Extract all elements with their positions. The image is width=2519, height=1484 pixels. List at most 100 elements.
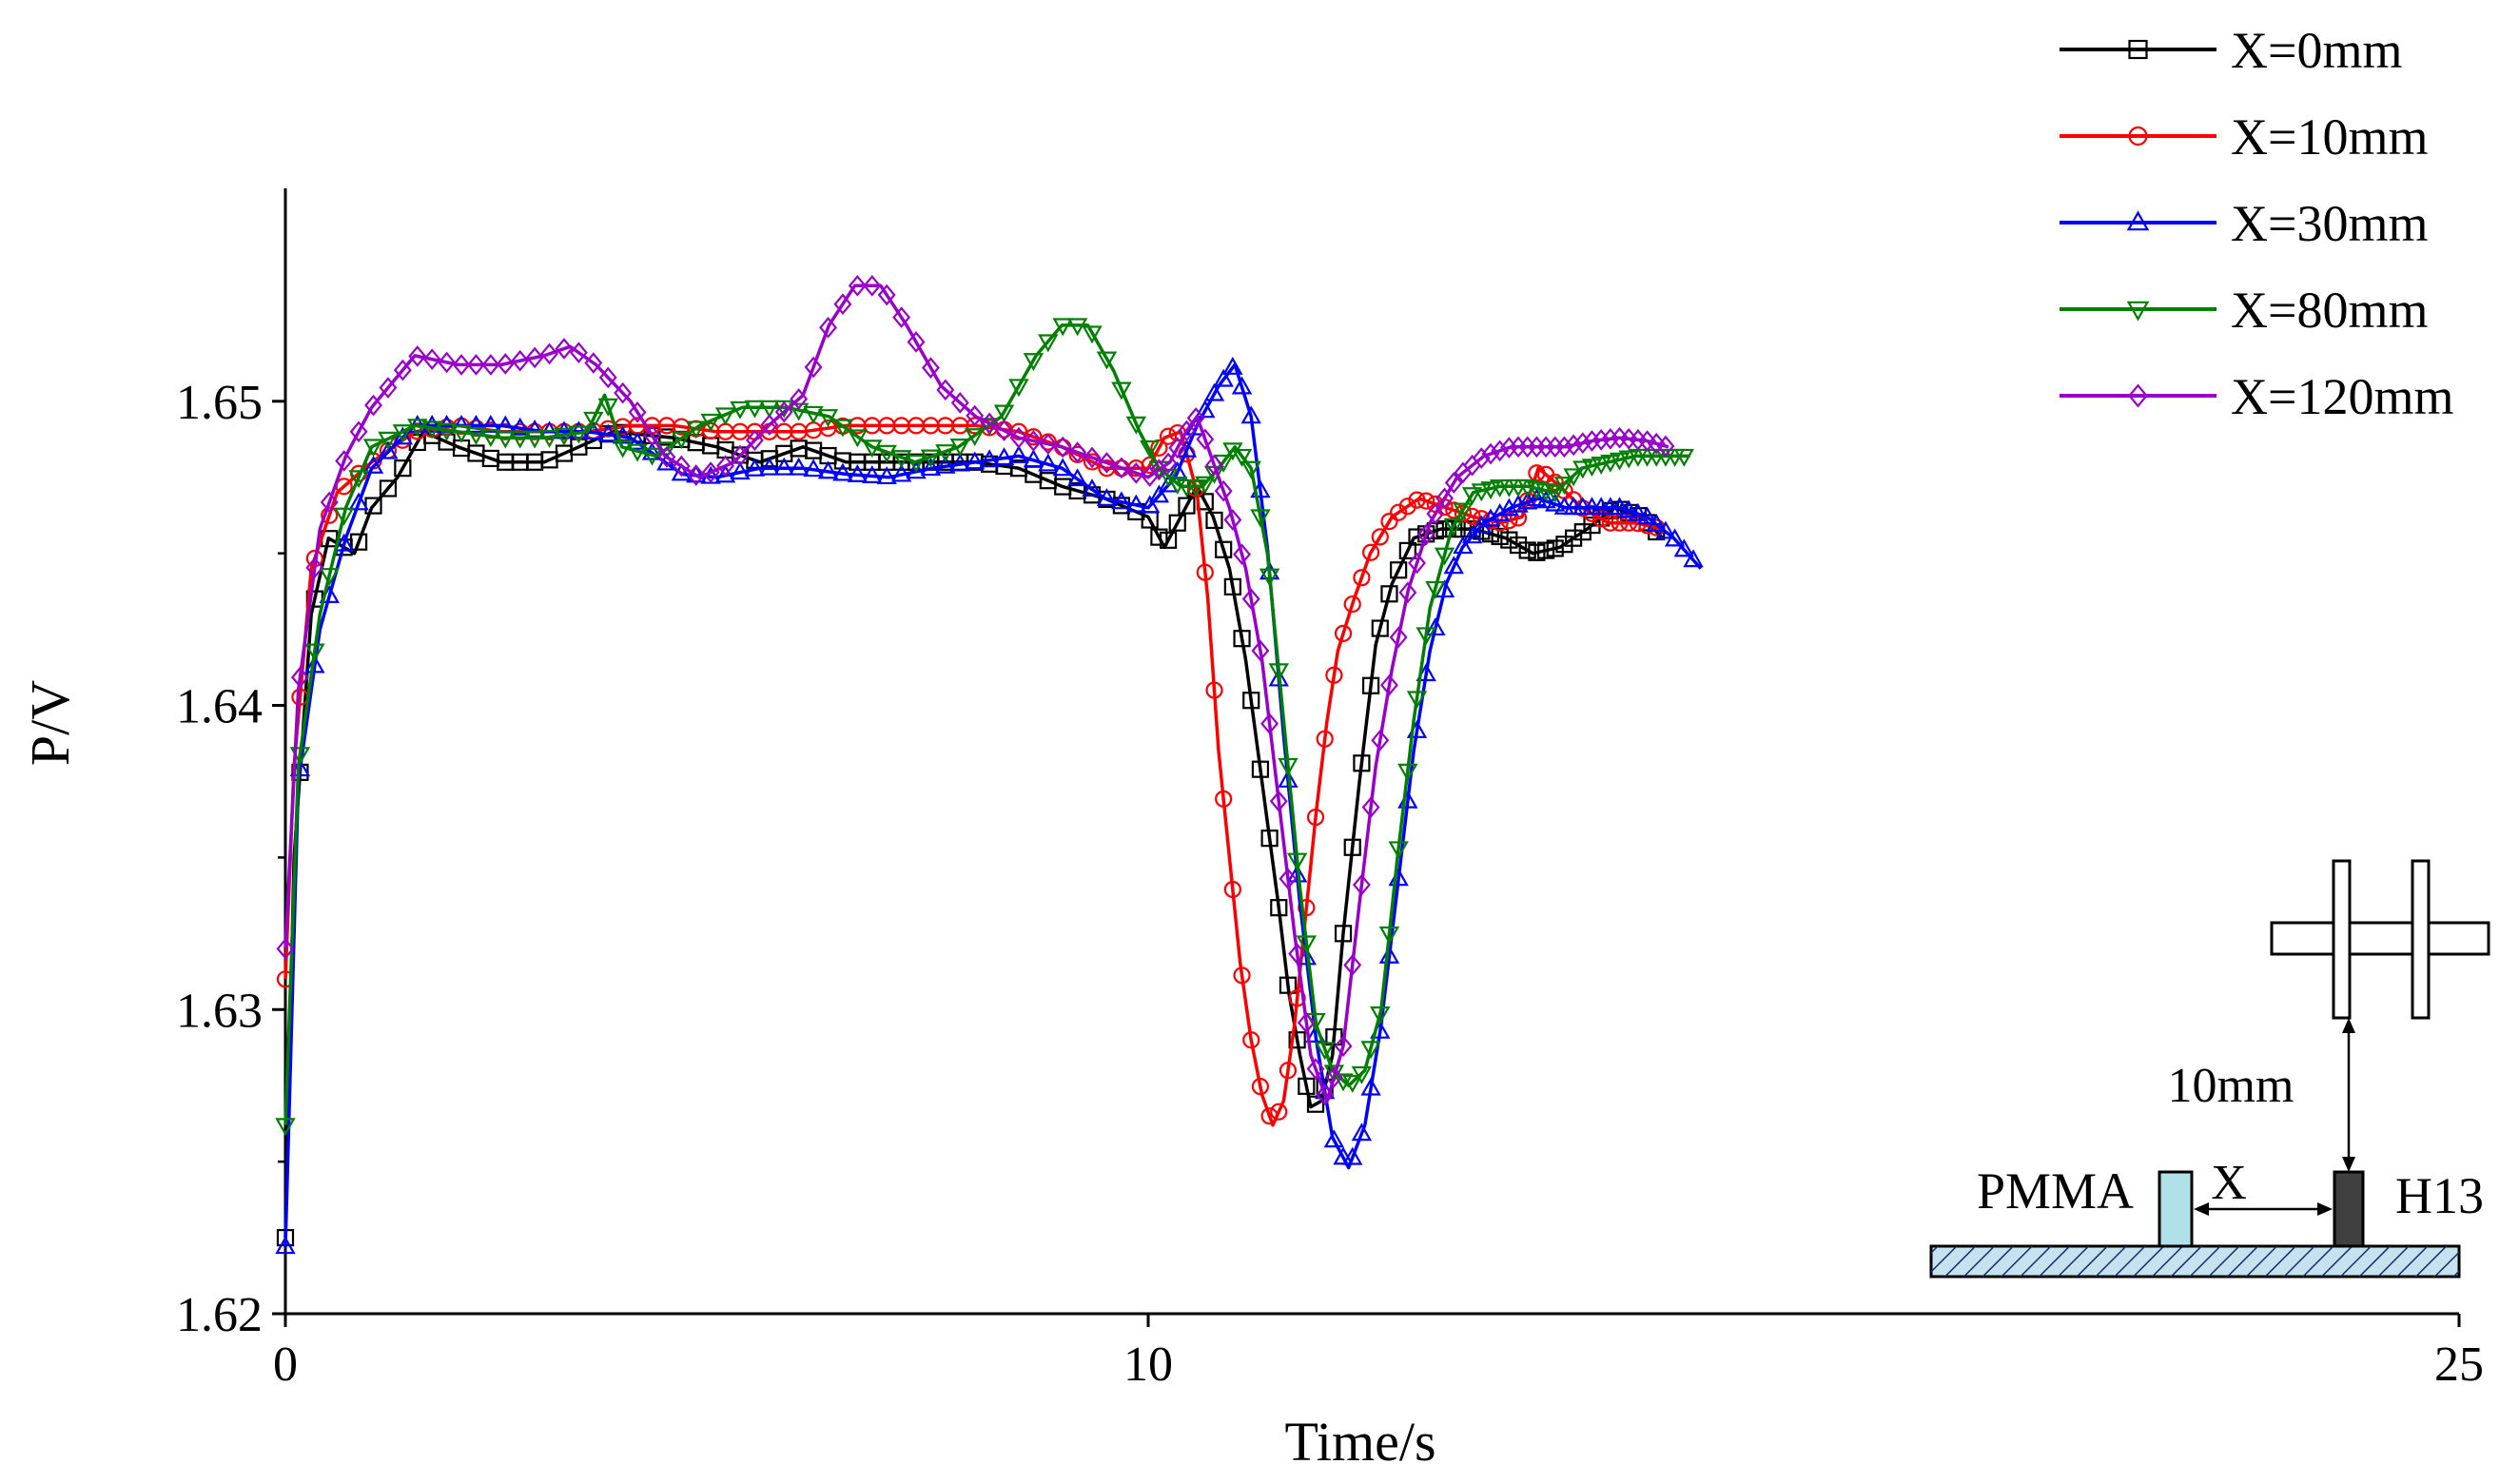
data-point <box>1052 458 1073 477</box>
data-point <box>920 449 942 468</box>
data-point <box>817 460 839 479</box>
data-point <box>1323 1129 1345 1148</box>
data-point <box>1052 318 1073 337</box>
data-point <box>1251 1078 1270 1096</box>
data-point <box>304 654 325 674</box>
data-point <box>1646 513 1667 532</box>
data-point <box>745 429 764 452</box>
data-point <box>1461 525 1483 544</box>
data-point <box>304 643 325 662</box>
data-point <box>906 454 927 473</box>
data-point <box>804 356 823 379</box>
data-point <box>1159 531 1178 549</box>
data-point <box>847 463 869 482</box>
data-point <box>1380 513 1398 531</box>
data-point <box>378 431 399 450</box>
data-point <box>1008 444 1029 463</box>
data-point <box>1628 502 1649 521</box>
data-point <box>1159 427 1178 445</box>
data-point <box>744 458 766 477</box>
data-point <box>993 404 1015 423</box>
data-point <box>276 938 295 960</box>
data-point <box>628 401 647 423</box>
data-point <box>790 388 809 410</box>
series-layer <box>275 274 1704 1255</box>
data-point <box>1545 493 1566 512</box>
data-point <box>481 354 500 376</box>
data-point <box>1353 754 1371 772</box>
data-point <box>1039 433 1058 456</box>
legend-marker <box>2126 210 2150 231</box>
data-point <box>1250 509 1271 528</box>
y-tick-label: 1.63 <box>176 984 263 1038</box>
data-point <box>495 430 516 449</box>
data-point <box>935 444 956 463</box>
data-point <box>1555 436 1573 459</box>
data-point <box>1213 368 1234 387</box>
data-point <box>1268 663 1289 682</box>
data-point <box>1222 356 1243 375</box>
data-point <box>1324 1065 1343 1088</box>
data-point <box>832 462 853 481</box>
data-point <box>1223 880 1241 899</box>
data-point <box>438 351 457 374</box>
x-tick-label: 25 <box>2434 1338 2484 1392</box>
data-point <box>1351 1065 1373 1084</box>
data-point <box>1241 588 1260 610</box>
data-point <box>1583 430 1601 452</box>
data-point <box>1618 450 1639 469</box>
data-point <box>1296 935 1317 954</box>
data-point <box>1053 436 1072 459</box>
data-point <box>1314 1042 1336 1061</box>
data-point <box>641 447 663 466</box>
probe-crossbar <box>2270 921 2490 956</box>
data-point <box>1112 457 1131 479</box>
data-point <box>1481 442 1500 465</box>
data-point <box>1389 626 1408 649</box>
data-point <box>1316 1084 1335 1106</box>
data-point <box>1168 437 1187 459</box>
data-point <box>465 426 487 445</box>
base-plate-hatch <box>1931 1246 2459 1277</box>
x-tick-label: 10 <box>1123 1338 1173 1392</box>
data-point <box>1140 439 1161 459</box>
data-point <box>1068 441 1087 463</box>
data-point <box>1416 627 1436 646</box>
data-point <box>379 377 398 399</box>
data-point <box>335 450 354 472</box>
legend-item: X=10mm <box>2060 108 2428 166</box>
data-point <box>554 420 575 439</box>
data-point <box>1082 325 1103 344</box>
data-point <box>1083 446 1102 469</box>
data-point <box>744 400 766 419</box>
data-point <box>1435 487 1454 510</box>
data-point <box>657 446 676 468</box>
data-point <box>568 425 590 444</box>
data-point <box>597 398 618 417</box>
data-point <box>1279 868 1298 890</box>
data-point <box>1334 624 1353 642</box>
data-point <box>993 447 1015 466</box>
legend-marker <box>2128 383 2148 408</box>
data-point <box>863 274 882 297</box>
data-point <box>1096 351 1118 370</box>
data-point <box>759 400 780 419</box>
data-point <box>1461 487 1483 506</box>
data-point <box>1298 1077 1316 1095</box>
data-point <box>1343 838 1361 856</box>
data-point <box>1471 483 1492 502</box>
data-point <box>922 357 940 379</box>
data-point <box>362 455 384 474</box>
data-point <box>1279 1062 1298 1080</box>
legend-marker <box>2128 39 2148 60</box>
data-point <box>321 506 339 524</box>
data-point <box>1288 1031 1306 1049</box>
data-point <box>1251 639 1270 662</box>
data-point <box>671 462 692 481</box>
data-point <box>1656 435 1675 458</box>
data-point <box>1185 478 1206 498</box>
data-point <box>1306 808 1325 827</box>
data-point <box>1563 468 1584 487</box>
data-point <box>1416 523 1435 546</box>
data-point <box>1215 790 1233 808</box>
